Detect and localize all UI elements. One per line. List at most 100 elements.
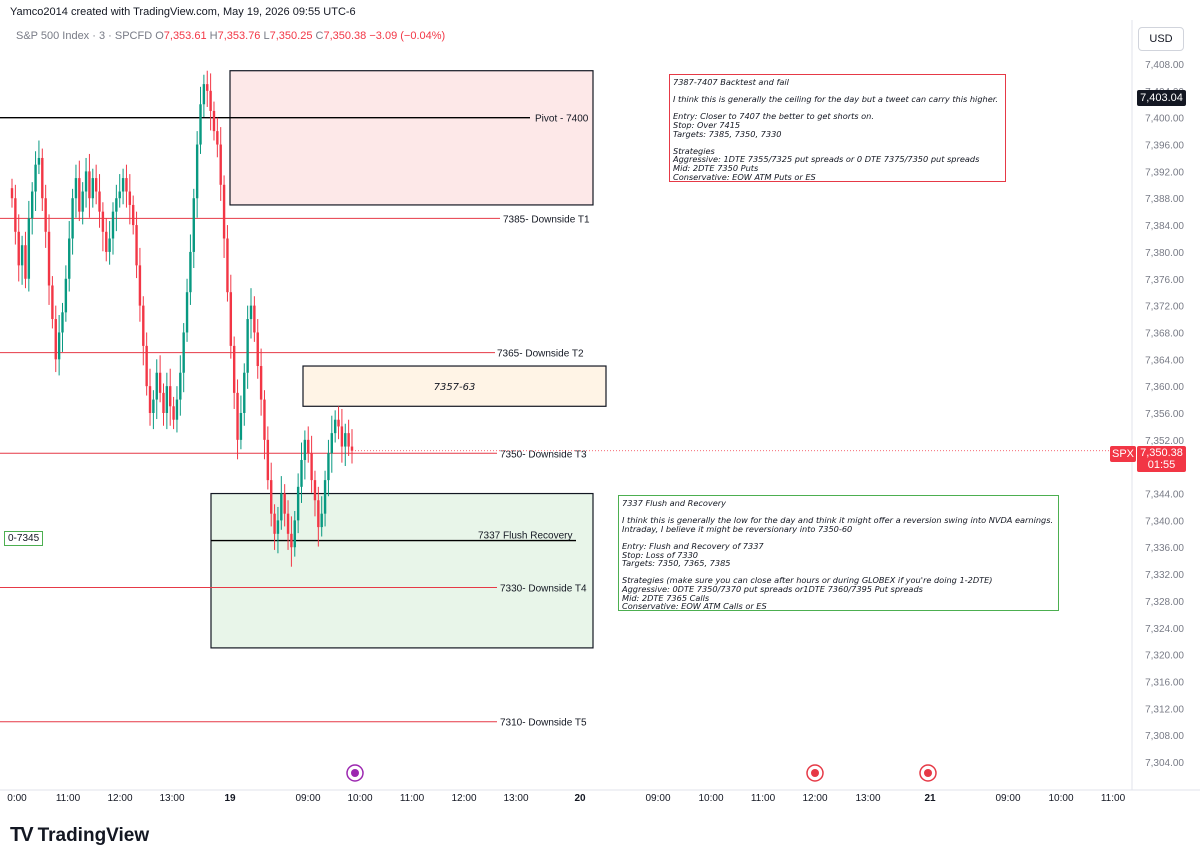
level-label: 7385- Downside T1 bbox=[503, 214, 590, 225]
high-value: 7,353.76 bbox=[217, 30, 261, 42]
candle-body bbox=[175, 399, 179, 420]
candle-body bbox=[37, 157, 41, 165]
candle-body bbox=[185, 292, 189, 333]
y-tick-label: 7,312.00 bbox=[1145, 704, 1184, 715]
y-tick-label: 7,320.00 bbox=[1145, 651, 1184, 662]
candle-body bbox=[286, 513, 290, 534]
level-label: Pivot - 7400 bbox=[535, 114, 589, 125]
candle-body bbox=[303, 439, 307, 460]
ceiling-note[interactable]: 7387-7407 Backtest and fail I think this… bbox=[669, 74, 1006, 182]
low-label: L bbox=[263, 30, 270, 42]
candle-body bbox=[232, 345, 236, 393]
candle-body bbox=[256, 332, 259, 367]
zone-label: 7357-63 bbox=[434, 382, 476, 393]
candle-body bbox=[64, 278, 68, 313]
y-tick-label: 7,340.00 bbox=[1145, 516, 1184, 527]
candle-body bbox=[148, 386, 152, 413]
left-range-tag[interactable]: 0-7345 bbox=[4, 531, 44, 546]
attribution-text: Yamco2014 created with TradingView.com, … bbox=[10, 6, 356, 18]
candle-body bbox=[347, 433, 350, 447]
candle-body bbox=[320, 513, 323, 528]
candle-body bbox=[280, 493, 283, 521]
candle-body bbox=[226, 238, 229, 293]
candle-body bbox=[98, 191, 101, 212]
candle-body bbox=[259, 366, 263, 400]
candle-body bbox=[81, 191, 84, 212]
y-tick-label: 7,376.00 bbox=[1145, 275, 1184, 286]
candle-body bbox=[111, 211, 115, 239]
candle-body bbox=[209, 90, 212, 111]
candle-body bbox=[47, 231, 51, 286]
high-label: H bbox=[209, 30, 218, 42]
candle-body bbox=[330, 433, 334, 454]
brand-name: TradingView bbox=[37, 824, 150, 846]
candle-body bbox=[74, 178, 78, 199]
candle-body bbox=[78, 178, 81, 212]
candle-body bbox=[142, 305, 145, 346]
x-tick-label: 11:00 bbox=[56, 793, 81, 804]
candle-body bbox=[118, 191, 121, 199]
candle-body bbox=[14, 198, 17, 232]
x-tick-label: 10:00 bbox=[347, 793, 372, 804]
current-price-badge: 7,403.04 bbox=[1137, 90, 1186, 106]
candle-body bbox=[263, 399, 266, 440]
us-flag-event-icon bbox=[924, 769, 932, 777]
candle-body bbox=[84, 171, 88, 192]
candle-body bbox=[313, 480, 317, 501]
flush-recovery-note[interactable]: 7337 Flush and Recovery I think this is … bbox=[618, 495, 1059, 611]
candle-body bbox=[71, 198, 74, 239]
y-tick-label: 7,304.00 bbox=[1145, 758, 1184, 769]
candle-body bbox=[54, 319, 57, 360]
candle-body bbox=[88, 171, 91, 199]
candle-body bbox=[293, 520, 296, 548]
candle-body bbox=[121, 178, 125, 192]
candle-body bbox=[300, 459, 303, 487]
x-tick-label: 13:00 bbox=[503, 793, 528, 804]
candle-body bbox=[41, 157, 44, 199]
candle-body bbox=[283, 493, 286, 514]
candle-body bbox=[30, 191, 34, 219]
candle-body bbox=[333, 419, 337, 434]
candle-body bbox=[246, 319, 249, 373]
x-tick-label: 11:00 bbox=[1101, 793, 1126, 804]
candle-body bbox=[131, 204, 135, 226]
low-value: 7,350.25 bbox=[269, 30, 313, 42]
candle-body bbox=[17, 231, 20, 266]
candle-body bbox=[206, 84, 209, 91]
candle-body bbox=[199, 104, 202, 145]
candle-body bbox=[24, 245, 27, 279]
y-tick-label: 7,324.00 bbox=[1145, 624, 1184, 635]
candle-body bbox=[61, 312, 64, 333]
countdown-value: 01:55 bbox=[1147, 459, 1176, 471]
x-tick-label: 11:00 bbox=[751, 793, 776, 804]
tradingview-brand[interactable]: TV TradingView bbox=[10, 824, 149, 847]
candle-body bbox=[270, 480, 273, 514]
y-tick-label: 7,316.00 bbox=[1145, 677, 1184, 688]
symbol-label[interactable]: S&P 500 Index · 3 · SPCFD bbox=[16, 30, 153, 42]
level-label: 7330- Downside T4 bbox=[500, 584, 587, 595]
candle-body bbox=[68, 238, 71, 279]
zone-box bbox=[229, 70, 594, 206]
y-tick-label: 7,392.00 bbox=[1145, 167, 1184, 178]
y-tick-label: 7,388.00 bbox=[1145, 194, 1184, 205]
x-tick-label: 10:00 bbox=[1048, 793, 1073, 804]
candle-body bbox=[169, 386, 172, 407]
candle-body bbox=[219, 144, 222, 185]
candle-body bbox=[310, 453, 313, 481]
candle-body bbox=[108, 238, 111, 252]
currency-button[interactable]: USD bbox=[1138, 27, 1184, 51]
candle-body bbox=[337, 419, 340, 427]
y-tick-label: 7,356.00 bbox=[1145, 409, 1184, 420]
x-tick-label: 12:00 bbox=[107, 793, 132, 804]
candle-body bbox=[323, 480, 327, 514]
candle-body bbox=[34, 164, 37, 192]
candle-body bbox=[202, 84, 206, 105]
candle-body bbox=[94, 178, 98, 192]
open-label: O bbox=[155, 30, 164, 42]
x-tick-label: 10:00 bbox=[698, 793, 723, 804]
x-tick-label: 09:00 bbox=[995, 793, 1020, 804]
candle-body bbox=[172, 406, 175, 420]
y-tick-label: 7,384.00 bbox=[1145, 221, 1184, 232]
candle-body bbox=[128, 191, 132, 205]
